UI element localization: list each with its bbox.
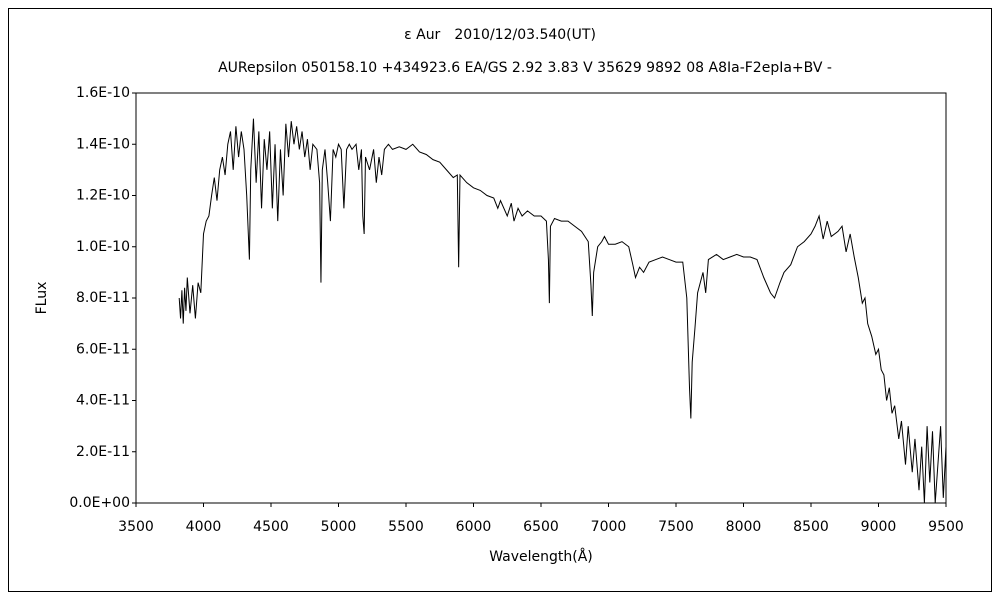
x-tick-label: 5500 xyxy=(388,519,424,535)
x-tick-label: 7000 xyxy=(591,519,627,535)
y-tick-label: 8.0E-11 xyxy=(76,290,130,306)
x-tick-label: 7500 xyxy=(658,519,694,535)
y-tick-label: 1.2E-10 xyxy=(76,188,130,204)
x-tick-label: 6500 xyxy=(523,519,559,535)
y-axis-label: FLux xyxy=(34,282,50,315)
y-tick-label: 1.4E-10 xyxy=(76,136,130,152)
x-tick-label: 9000 xyxy=(861,519,897,535)
x-tick-label: 4500 xyxy=(253,519,289,535)
y-tick-label: 6.0E-11 xyxy=(76,341,130,357)
x-tick-label: 8000 xyxy=(726,519,762,535)
spectrum-line xyxy=(178,118,947,504)
x-tick-label: 5000 xyxy=(321,519,357,535)
y-tick-label: 4.0E-11 xyxy=(76,393,130,409)
chart-border xyxy=(8,8,992,592)
x-tick-label: 6000 xyxy=(456,519,492,535)
y-tick-label: 1.0E-10 xyxy=(76,239,130,255)
y-tick-label: 2.0E-11 xyxy=(76,444,130,460)
x-axis-label: Wavelength(Å) xyxy=(489,548,593,565)
x-tick-label: 3500 xyxy=(118,519,154,535)
chart-title: ε Aur 2010/12/03.540(UT) xyxy=(404,27,596,43)
x-tick-label: 4000 xyxy=(186,519,222,535)
y-tick-label: 1.6E-10 xyxy=(76,85,130,101)
x-tick-label: 8500 xyxy=(793,519,829,535)
x-tick-label: 9500 xyxy=(928,519,964,535)
chart-subtitle: AURepsilon 050158.10 +434923.6 EA/GS 2.9… xyxy=(218,60,832,76)
y-tick-label: 0.0E+00 xyxy=(69,495,130,511)
